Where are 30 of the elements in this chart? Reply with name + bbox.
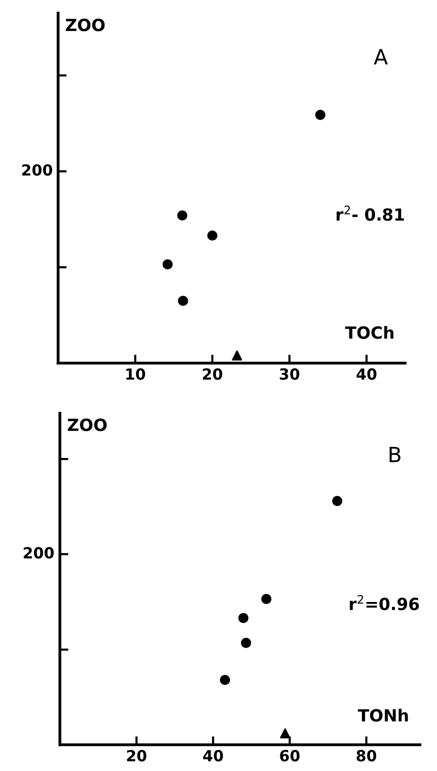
point [280,728,290,738]
x-tick-label: 30 [280,368,300,380]
text: 200 [22,164,52,176]
x-tick-label: 60 [280,750,300,762]
y-axis-title: ZOO [68,418,107,432]
point [177,210,188,221]
annotation: r$^{2}$- 0.81 [336,206,404,221]
y-axis-title: ZOO [66,18,105,32]
point [315,110,326,120]
x-tick-label: 20 [202,368,222,380]
x-axis-title: TONh [358,708,408,722]
point [238,612,248,624]
x-tick-label: 20 [127,750,146,762]
point [207,230,218,241]
x-tick-label: 40 [356,368,376,380]
x-axis-title: TOCh [345,326,394,339]
point [162,259,173,270]
point [178,296,188,306]
text: 200 [24,547,54,559]
x-tick-label: 80 [356,750,376,762]
point [240,638,252,648]
point [220,674,230,686]
point [232,350,242,361]
x-tick-label: 10 [126,368,146,380]
point [332,496,342,506]
x-tick-label: 40 [203,750,223,762]
annotation: r$^{2}$=0.96 [350,594,419,610]
text: A [374,49,388,64]
text: B [390,446,400,462]
point [261,594,272,604]
